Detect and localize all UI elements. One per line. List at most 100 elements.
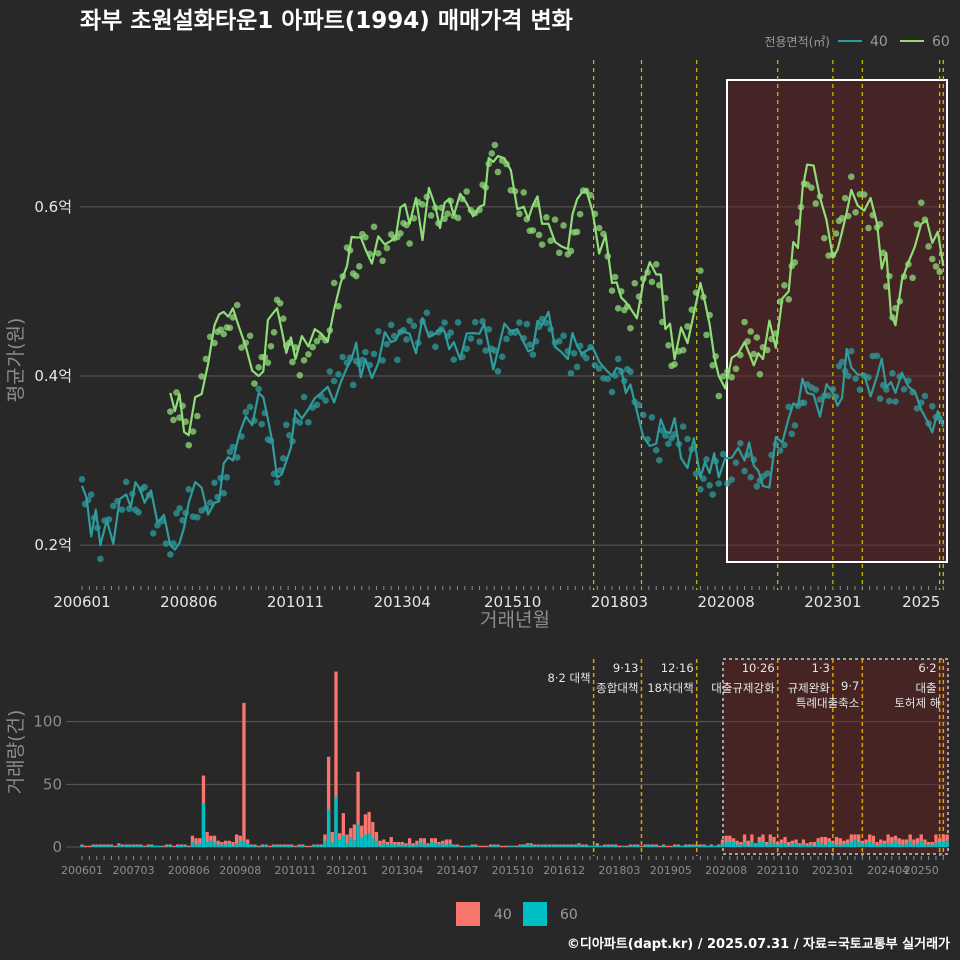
price-x-tick-label: 2025: [902, 593, 940, 611]
price-point-60: [370, 223, 378, 231]
price-point-40: [652, 446, 660, 454]
price-point-60: [917, 199, 925, 207]
volume-bar-60: [264, 845, 268, 847]
price-point-40: [300, 393, 308, 401]
volume-bar-60: [452, 845, 456, 847]
volume-bar-40: [617, 845, 622, 847]
volume-bar-40: [625, 845, 629, 847]
price-point-60: [547, 237, 554, 245]
price-point-40: [450, 356, 458, 363]
price-point-60: [335, 302, 342, 310]
volume-bar-60: [496, 845, 500, 847]
volume-bar-40: [308, 845, 312, 847]
price-point-60: [305, 350, 312, 358]
price-point-40: [476, 338, 483, 346]
price-point-40: [185, 485, 193, 493]
price-point-40: [149, 530, 157, 537]
price-point-60: [697, 267, 704, 275]
volume-bar-60: [812, 845, 817, 847]
policy-annotation-sublabel: 18차대책: [647, 681, 693, 695]
price-point-60: [383, 244, 391, 252]
price-point-60: [812, 200, 820, 207]
volume-bar-40: [595, 843, 599, 847]
volume-bar-60: [128, 845, 132, 847]
price-point-60: [665, 342, 672, 349]
volume-bars: [80, 671, 949, 847]
volume-x-tick-label: 200601: [61, 864, 103, 877]
volume-bar-60: [739, 844, 743, 847]
volume-bar-60: [728, 841, 732, 847]
volume-bar-60: [555, 845, 559, 847]
price-x-tick-label: 202008: [698, 593, 755, 611]
price-point-40: [162, 540, 170, 548]
volume-bar-40: [750, 834, 754, 847]
volume-bar-60: [702, 845, 706, 847]
volume-bar-60: [934, 843, 938, 847]
price-point-60: [728, 373, 735, 381]
volume-bar-60: [282, 845, 287, 847]
volume-bar-40: [477, 845, 482, 847]
volume-bar-60: [731, 841, 736, 847]
price-point-60: [198, 373, 205, 380]
volume-bar-60: [915, 843, 920, 847]
volume-bar-60: [823, 844, 828, 847]
price-point-60: [535, 231, 543, 239]
volume-bar-60: [650, 845, 655, 847]
volume-bar-60: [764, 844, 769, 847]
volume-bar-60: [455, 845, 460, 847]
volume-x-tick-label: 202110: [757, 864, 799, 877]
price-point-60: [684, 323, 691, 330]
volume-bar-60: [341, 835, 345, 847]
volume-bar-60: [367, 833, 371, 847]
price-point-40: [763, 470, 771, 477]
volume-bar-40: [411, 843, 415, 847]
price-point-60: [313, 337, 321, 345]
price-point-60: [264, 359, 272, 367]
volume-bar-40: [84, 845, 88, 847]
price-point-60: [808, 184, 815, 191]
price-point-40: [697, 486, 704, 493]
y-axis-title: 평균가(원): [5, 318, 27, 403]
volume-bar-60: [860, 843, 864, 847]
price-x-tick-label: 200806: [160, 593, 217, 611]
price-point-60: [379, 257, 386, 265]
price-point-40: [394, 356, 401, 364]
price-point-60: [567, 247, 575, 255]
price-point-60: [270, 329, 278, 336]
volume-bar-60: [772, 843, 776, 847]
volume-bar-60: [109, 845, 114, 847]
price-point-60: [529, 227, 537, 234]
volume-bar-60: [511, 845, 515, 847]
volume-bar-60: [735, 844, 739, 847]
price-point-60: [238, 344, 245, 351]
volume-bar-60: [742, 841, 747, 847]
volume-bar-60: [315, 845, 320, 847]
volume-panel: 8·2 대책 9·13 종합대책 12·16 18차대책 10·26 대출규제강화 1·3 규제…: [5, 658, 949, 877]
volume-bar-60: [827, 841, 831, 847]
price-point-60: [255, 364, 262, 371]
price-point-40: [555, 337, 563, 345]
volume-y-tick-label: 100: [33, 713, 62, 731]
policy-annotation-sublabel: 토허제 해: [894, 696, 940, 710]
volume-bar-60: [647, 845, 651, 847]
price-point-40: [233, 454, 241, 461]
volume-bar-40: [257, 845, 261, 847]
price-point-40: [258, 420, 266, 428]
price-point-40: [330, 377, 338, 385]
volume-y-tick-label: 0: [52, 838, 62, 856]
volume-bar-40: [113, 845, 117, 847]
price-point-40: [921, 392, 929, 400]
volume-x-tick-label: 201201: [326, 864, 368, 877]
volume-bar-40: [669, 845, 673, 847]
volume-bar-60: [923, 844, 927, 847]
volume-bar-60: [945, 840, 949, 847]
volume-bar-40: [735, 840, 739, 847]
volume-bar-60: [234, 843, 239, 847]
volume-bar-60: [389, 843, 393, 847]
price-point-40: [582, 354, 590, 362]
price-x-tick-label: 201510: [484, 593, 541, 611]
volume-bar-60: [120, 845, 125, 847]
volume-bar-60: [610, 845, 614, 847]
price-point-40: [900, 386, 908, 393]
volume-bar-60: [80, 845, 84, 847]
